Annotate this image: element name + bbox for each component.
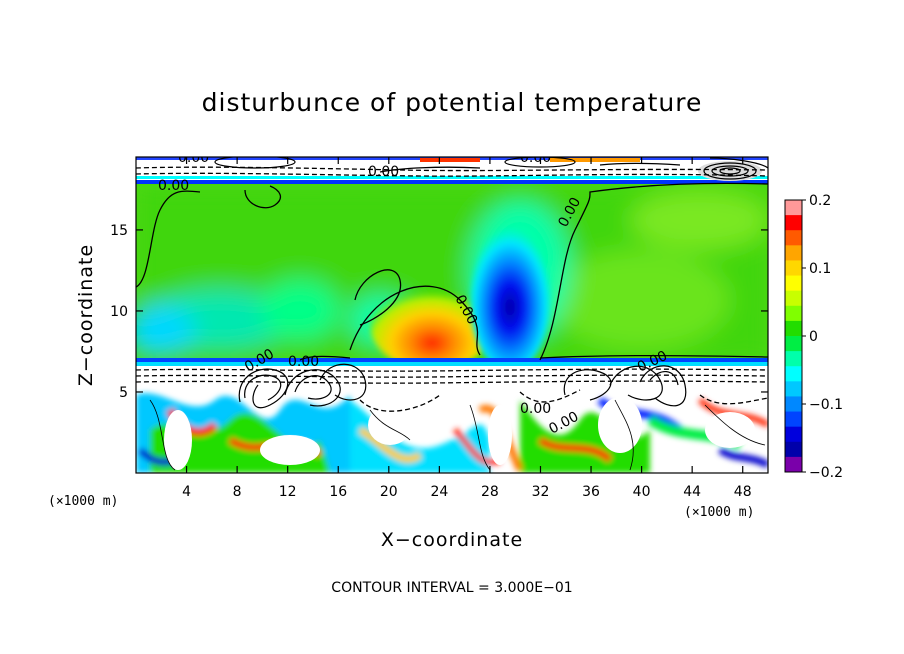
y-tick-label: 5 [119,385,128,401]
colorbar-tick-label: 0.2 [809,193,831,209]
x-tick-label: 32 [532,484,550,500]
model-top-layer [136,157,768,184]
colorbar-swatch [785,230,802,246]
x-tick-label: 20 [380,484,398,500]
contour-label: 0.00 [288,354,319,370]
dashed-contours [136,166,768,412]
y-axis-title: Z−coordinate [75,244,97,386]
colorbar-swatch [785,396,802,413]
y-unit-label: (×1000 m) [48,494,118,509]
colorbar-ticks: 0.2 0.1 0 −0.1 −0.2 [802,193,843,481]
colorbar-swatch [785,366,802,382]
chart-title: disturbunce of potential temperature [202,88,703,117]
colorbar-swatch [785,426,802,443]
tropopause-band [136,358,768,388]
colorbar-swatch [785,351,802,367]
colorbar-swatch [785,200,802,216]
x-axis: 4 8 12 16 20 24 28 32 36 40 44 48 [182,157,752,500]
thin-contours [149,399,766,471]
turbulence-contours [214,157,768,409]
contour-label: 0.00 [368,164,399,180]
x-tick-label: 40 [633,484,651,500]
contour-label: 0.00 [178,150,209,166]
x-unit-label: (×1000 m) [684,505,754,520]
colorbar-swatch [785,441,802,458]
contour-label: 0.00 [520,401,551,417]
x-tick-label: 12 [279,484,297,500]
cold-anomaly [470,228,550,372]
colorbar-tick-label: 0.1 [809,261,831,277]
x-tick-label: 24 [430,484,448,500]
colorbar-swatch [785,290,802,307]
colorbar-swatch [785,245,802,261]
colorbar-swatch [785,381,802,397]
plot-area: 0.00 0.00 0.00 0.00 0.00 0.00 0.00 0.00 … [136,150,768,473]
colorbar: 0.2 0.1 0 −0.1 −0.2 [784,193,843,481]
colorbar-swatches [785,200,802,473]
y-axis: 5 10 15 [110,223,768,401]
colorbar-swatch [785,411,802,428]
x-tick-label: 4 [182,484,191,500]
colorbar-swatch [785,320,802,337]
y-tick-label: 10 [110,304,128,320]
contour-label: 0.00 [520,150,551,166]
troposphere-field [136,386,768,473]
colorbar-swatch [785,260,802,277]
y-tick-label: 15 [110,223,128,239]
contour-interval-note: CONTOUR INTERVAL = 3.000E−01 [331,580,572,596]
colorbar-tick-label: −0.2 [809,465,843,481]
plot-frame [135,156,769,474]
colorbar-swatch [785,215,802,231]
colorbar-tick-label: −0.1 [809,397,843,413]
contour-lines [136,162,768,361]
colorbar-swatch [785,336,802,352]
x-axis-title: X−coordinate [381,529,523,551]
contour-label: 0.00 [158,178,189,194]
x-tick-label: 48 [734,484,752,500]
colorbar-swatch [785,456,802,473]
x-tick-label: 36 [582,484,600,500]
x-tick-label: 44 [683,484,701,500]
colorbar-swatch [785,275,802,292]
stratosphere-field [136,185,768,360]
x-tick-label: 16 [329,484,347,500]
colorbar-tick-label: 0 [809,329,818,345]
x-tick-label: 28 [481,484,499,500]
x-tick-label: 8 [233,484,242,500]
colorbar-swatch [785,305,802,322]
